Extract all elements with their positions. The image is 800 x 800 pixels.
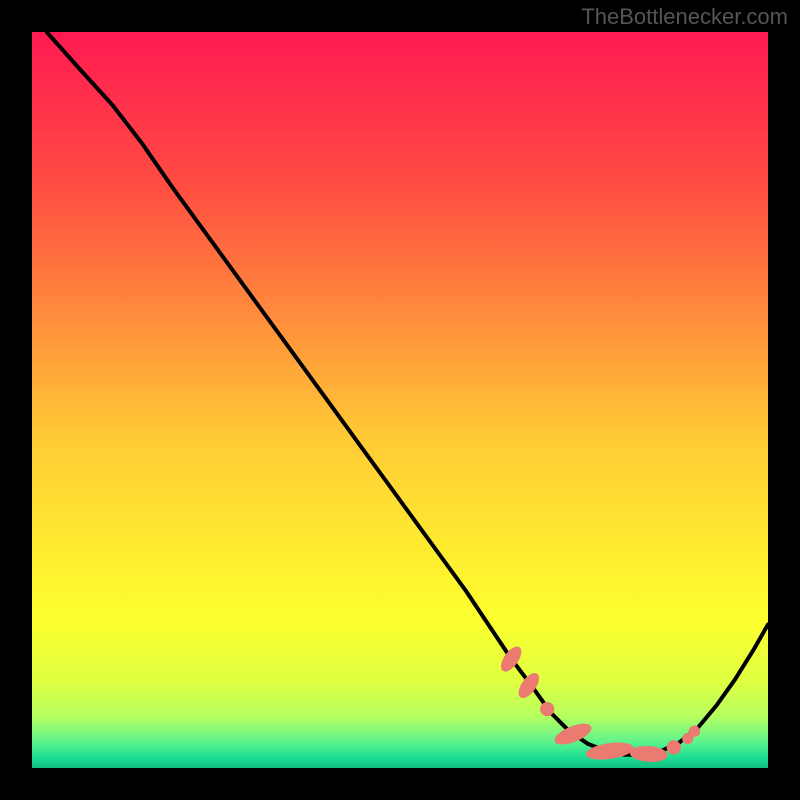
chart-container: TheBottlenecker.com bbox=[0, 0, 800, 800]
bead-marker bbox=[630, 745, 668, 762]
curve-layer bbox=[32, 32, 768, 768]
bead-marker bbox=[689, 726, 699, 736]
bead-marker bbox=[667, 741, 680, 754]
plot-area bbox=[32, 32, 768, 768]
watermark-label: TheBottlenecker.com bbox=[581, 4, 788, 30]
bottleneck-curve bbox=[47, 32, 768, 755]
bead-marker bbox=[541, 703, 554, 716]
